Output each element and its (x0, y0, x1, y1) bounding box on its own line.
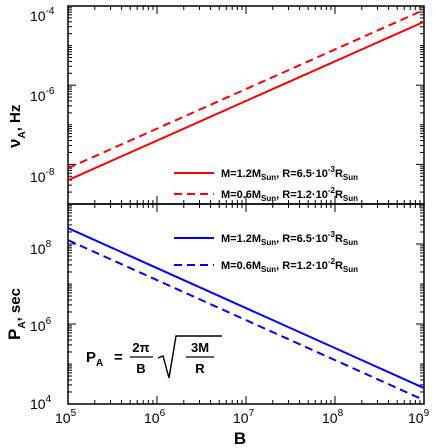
top-y-tick-label: 10-8 (30, 167, 55, 185)
bottom-series-solid-line (67, 227, 425, 389)
bottom-y-axis-label: PA, sec (5, 288, 28, 340)
x-tick-label: 105 (55, 408, 77, 426)
x-tick-label: 108 (322, 408, 344, 426)
top-panel: 10-4 10-6 10-8 νA, Hz M=1.2MSun, R=6.5·1… (5, 5, 425, 205)
x-tick-label: 109 (408, 408, 430, 426)
top-legend: M=1.2MSun, R=6.5·10-3RSun M=0.6MSun, R=1… (174, 165, 358, 203)
top-y-tick-label: 10-4 (30, 6, 55, 24)
formula-root-denominator: R (195, 361, 205, 376)
top-legend-label: M=0.6MSun, R=1.2·10-2RSun (221, 186, 358, 203)
bottom-legend-label: M=0.6MSun, R=1.2·10-2RSun (221, 257, 358, 274)
x-tick-label: 107 (233, 408, 255, 426)
bottom-y-tick-label: 104 (30, 394, 52, 412)
formula-annotation: PA = 2π B 3M R (86, 335, 222, 379)
formula-lhs: PA (86, 349, 103, 369)
top-legend-label: M=1.2MSun, R=6.5·10-3RSun (221, 165, 358, 182)
bottom-series-dashed-line (67, 239, 425, 402)
bottom-legend-label: M=1.2MSun, R=6.5·10-3RSun (221, 230, 358, 247)
bottom-series (67, 227, 425, 402)
formula-root-numerator: 3M (191, 340, 209, 355)
formula-denominator: B (136, 361, 145, 376)
top-series-solid-line (67, 20, 425, 182)
bottom-y-tick-label: 106 (30, 316, 52, 334)
top-y-axis-label: νA, Hz (5, 105, 28, 148)
bottom-legend: M=1.2MSun, R=6.5·10-3RSun M=0.6MSun, R=1… (174, 230, 358, 274)
bottom-panel: 108 106 104 PA, sec 105 106 107 108 109 … (5, 203, 430, 448)
formula-sqrt-sign (157, 335, 222, 379)
top-y-tick-label: 10-6 (30, 86, 55, 104)
formula-numerator: 2π (132, 340, 149, 355)
top-series-dashed-line (67, 8, 425, 170)
top-ticks (67, 5, 425, 205)
bottom-y-tick-label: 108 (30, 239, 52, 257)
x-axis-label: B (234, 429, 246, 448)
formula-equals: = (114, 349, 123, 366)
top-series (67, 8, 425, 182)
bottom-ticks (67, 203, 425, 405)
x-tick-label: 106 (144, 408, 166, 426)
